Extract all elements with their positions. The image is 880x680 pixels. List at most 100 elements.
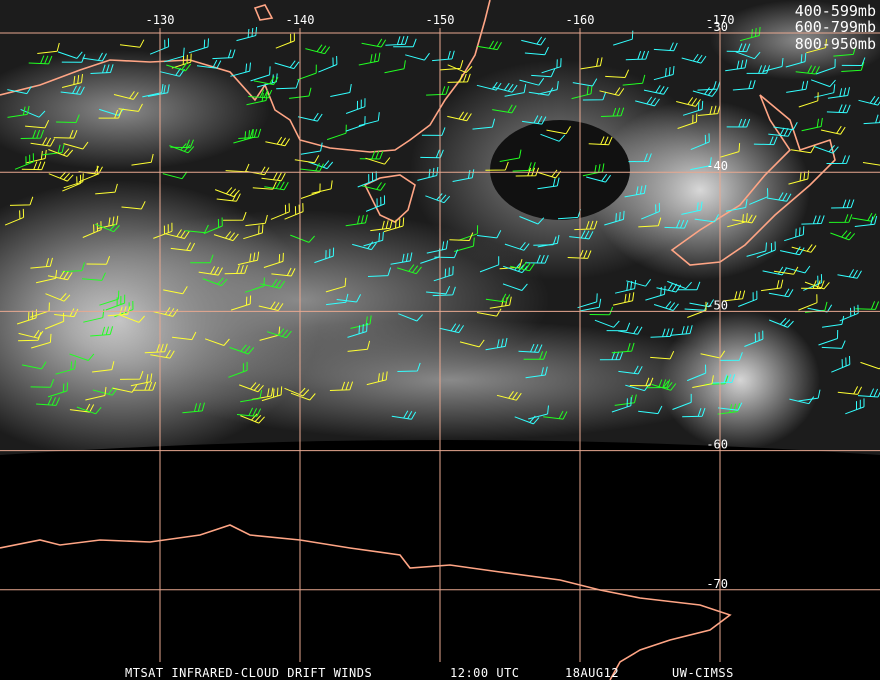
wind-barb bbox=[650, 350, 675, 360]
wind-barb bbox=[420, 248, 440, 264]
wind-barb bbox=[21, 361, 47, 370]
longitude-label: -130 bbox=[146, 13, 175, 27]
wind-barb bbox=[588, 136, 613, 146]
wind-barb bbox=[732, 214, 757, 224]
wind-barb bbox=[276, 79, 300, 90]
wind-barb bbox=[726, 43, 751, 53]
wind-barb bbox=[735, 51, 761, 60]
wind-barb bbox=[537, 177, 560, 190]
wind-barb bbox=[425, 193, 451, 204]
wind-barb bbox=[746, 65, 771, 74]
wind-barb bbox=[676, 97, 701, 107]
wind-barb bbox=[822, 315, 845, 328]
wind-barb bbox=[611, 397, 632, 413]
wind-barb bbox=[599, 351, 624, 361]
wind-barb bbox=[789, 396, 815, 405]
wind-barb bbox=[806, 39, 827, 54]
wind-barb bbox=[599, 87, 625, 96]
wind-barb bbox=[212, 49, 236, 60]
wind-barb bbox=[681, 53, 707, 64]
legend-entry: 600-799mb bbox=[795, 18, 876, 36]
wind-barb bbox=[391, 410, 417, 420]
wind-barb bbox=[385, 35, 409, 46]
wind-barb bbox=[426, 285, 451, 295]
wind-barb bbox=[131, 153, 154, 166]
wind-barb bbox=[98, 109, 123, 119]
wind-barb bbox=[504, 241, 530, 251]
latitude-label: -50 bbox=[706, 298, 728, 312]
wind-barb bbox=[625, 50, 650, 61]
wind-barb bbox=[31, 333, 52, 349]
wind-barb bbox=[813, 144, 839, 154]
wind-barb bbox=[95, 223, 120, 233]
wind-barb bbox=[417, 166, 439, 181]
wind-barb bbox=[719, 352, 743, 361]
wind-barb bbox=[567, 249, 592, 259]
wind-barbs bbox=[4, 26, 880, 425]
wind-barb bbox=[390, 252, 413, 265]
wind-barb bbox=[214, 187, 240, 198]
wind-barb bbox=[250, 66, 271, 82]
wind-barb bbox=[820, 125, 846, 135]
wind-barb bbox=[259, 326, 281, 341]
wind-barb bbox=[638, 217, 662, 228]
wind-barb bbox=[153, 307, 179, 317]
wind-barb bbox=[537, 81, 559, 95]
wind-barb bbox=[531, 68, 556, 78]
wind-barb bbox=[240, 390, 263, 403]
wind-barb bbox=[162, 171, 188, 180]
wind-barb bbox=[367, 267, 392, 277]
wind-barb bbox=[509, 261, 535, 272]
wind-barb bbox=[153, 222, 173, 239]
wind-barb bbox=[839, 304, 859, 322]
date: 18AUG12 bbox=[565, 666, 619, 680]
wind-barb bbox=[624, 184, 647, 198]
wind-barb bbox=[626, 279, 652, 287]
wind-barb bbox=[16, 309, 37, 325]
wind-barb bbox=[611, 342, 635, 354]
latitude-label: -70 bbox=[706, 577, 728, 591]
wind-barb bbox=[801, 280, 825, 289]
wind-barb bbox=[837, 269, 862, 279]
wind-barb bbox=[149, 38, 170, 55]
wind-barb bbox=[629, 377, 654, 387]
wind-barb bbox=[47, 270, 73, 281]
wind-barb bbox=[756, 241, 776, 258]
wind-barb bbox=[7, 105, 30, 118]
wind-barb bbox=[359, 150, 384, 160]
wind-barb bbox=[30, 257, 53, 269]
wind-barb bbox=[274, 60, 300, 70]
wind-barb bbox=[738, 290, 758, 307]
wind-barb bbox=[732, 80, 756, 91]
wind-barb bbox=[311, 180, 333, 194]
wind-barb bbox=[202, 277, 228, 287]
wind-barb bbox=[718, 402, 743, 411]
wind-barb bbox=[252, 181, 277, 190]
wind-barb bbox=[289, 87, 312, 99]
wind-barb bbox=[142, 84, 164, 98]
wind-barb bbox=[172, 331, 197, 341]
wind-barb bbox=[119, 39, 145, 48]
wind-barb bbox=[237, 251, 260, 266]
wind-barb bbox=[365, 157, 391, 165]
wind-barb bbox=[761, 279, 784, 292]
wind-barb bbox=[439, 323, 465, 334]
wind-barb bbox=[472, 118, 496, 130]
wind-barb bbox=[582, 91, 607, 101]
wind-barb bbox=[55, 360, 76, 375]
wind-barb bbox=[725, 59, 748, 72]
wind-barb bbox=[9, 196, 34, 206]
wind-barb bbox=[739, 26, 761, 42]
wind-barb bbox=[769, 317, 794, 328]
wind-barb bbox=[525, 366, 548, 379]
wind-barb bbox=[56, 114, 80, 123]
wind-barb bbox=[614, 280, 637, 294]
wind-barb bbox=[264, 180, 289, 191]
wind-barb bbox=[297, 112, 323, 122]
wind-barb bbox=[345, 98, 366, 114]
wind-barb bbox=[170, 242, 196, 252]
wind-barb bbox=[363, 231, 384, 247]
wind-barb bbox=[78, 165, 98, 183]
wind-barb bbox=[625, 383, 651, 392]
